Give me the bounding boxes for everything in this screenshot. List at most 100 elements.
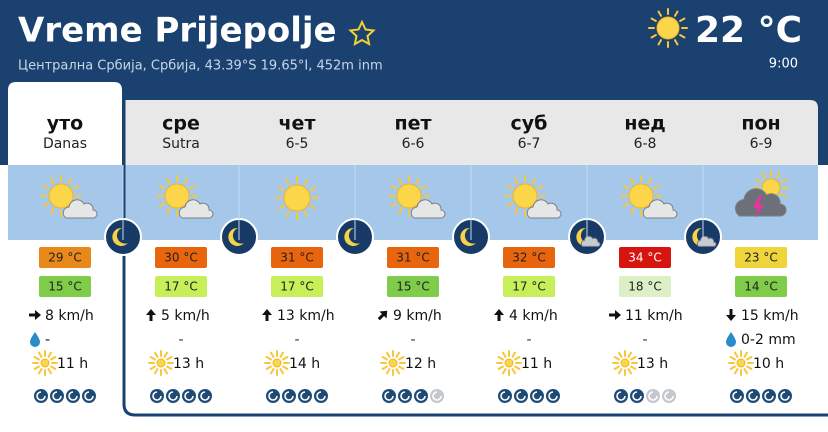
sun-ray [395,368,400,375]
max-temperature: 30 °C [164,251,197,265]
moon [112,227,128,246]
sun-ray [42,202,50,207]
min-temperature: 15 °C [396,280,429,294]
precipitation: - [526,332,531,348]
min-temperature: 14 °C [744,280,777,294]
sun-disc [48,183,74,209]
day-name: уто [47,113,83,135]
sun-ray [511,368,516,375]
uv-swirl [664,391,674,401]
max-temperature: 32 °C [512,251,545,265]
sun-ray [50,177,55,185]
uv-swirl [84,391,94,401]
sun-ray [158,185,166,190]
sun-ray [33,365,40,370]
temperature-badge [271,247,323,268]
sun-ray [657,39,662,46]
uv-swirl [548,391,558,401]
min-temperature: 17 °C [512,280,545,294]
temperature-badge [619,276,671,297]
sun-ray [386,368,391,375]
sun-ray [420,185,428,190]
favorite-star[interactable] [348,19,376,46]
uv-dot [630,389,644,403]
sun-disc [388,358,398,368]
sun-ray [163,351,168,358]
sun-hours: 11 h [57,356,88,372]
precipitation: - [294,332,299,348]
uv-dot [514,389,528,403]
uv-dot [150,389,164,403]
sun-ray [304,210,309,218]
sun-ray [514,356,521,361]
uv-swirl [500,391,510,401]
sun-ray [282,365,289,370]
sun-ray [497,356,504,361]
uv-swirl [532,391,542,401]
sun-disc [272,358,282,368]
sun-ray [398,356,405,361]
sky-icon [620,175,678,219]
uv-swirl [764,391,774,401]
sun-ray [188,185,196,190]
sun-disc [164,183,190,209]
sun-ray [282,356,289,361]
sun-ray [622,185,630,190]
sun-ray [390,185,398,190]
max-temperature: 34 °C [628,251,661,265]
sun-disc [736,358,746,368]
arrow-shape [29,310,41,320]
sun-ray [38,368,43,375]
sun-ray [776,172,781,179]
sky-icon [504,175,562,219]
uv-swirl [780,391,790,401]
uv-swirl [432,391,442,401]
uv-dot [746,389,760,403]
arrow-shape [262,309,272,321]
uv-index [266,389,328,403]
sun-ray [502,351,507,358]
forecast-header [123,100,818,165]
sun-ray [761,172,766,179]
sun-ray [780,193,787,198]
uv-swirl [68,391,78,401]
uv-dot [314,389,328,403]
sun-ray [780,178,787,183]
sun-ray [386,351,391,358]
sun-ray [613,365,620,370]
uv-dot [66,389,80,403]
uv-dot [762,389,776,403]
sun-ray [149,365,156,370]
wind-speed: 5 km/h [161,308,210,324]
title: Vreme Prijepolje [18,11,337,51]
uv-dot [266,389,280,403]
uv-dot [546,389,560,403]
sun-ray [657,10,662,17]
sun-ray [618,368,623,375]
sun-ray [50,356,57,361]
sun-hours: 13 h [637,356,668,372]
lightning [753,196,764,218]
sun-disc [40,358,50,368]
uv-index [34,389,96,403]
sun-ray [618,351,623,358]
sun-ray [50,207,55,215]
sun-ray [746,356,753,361]
sun-ray [729,365,736,370]
uv-dot [398,389,412,403]
arrow-shape [146,309,156,321]
sun-ray [149,356,156,361]
sun-ray [679,34,686,39]
moon [228,227,244,246]
sun-ray [734,351,739,358]
uv-swirl [152,391,162,401]
uv-dot [430,389,444,403]
current-temperature: 22 °C [695,10,802,51]
sun-ray [309,186,317,191]
day-date: 6-8 [634,136,657,152]
sun-ray [304,178,309,186]
rain-drop [30,332,40,347]
sun-ray [277,186,285,191]
rain-drop [726,332,736,347]
sun-hours-icon [148,350,174,376]
